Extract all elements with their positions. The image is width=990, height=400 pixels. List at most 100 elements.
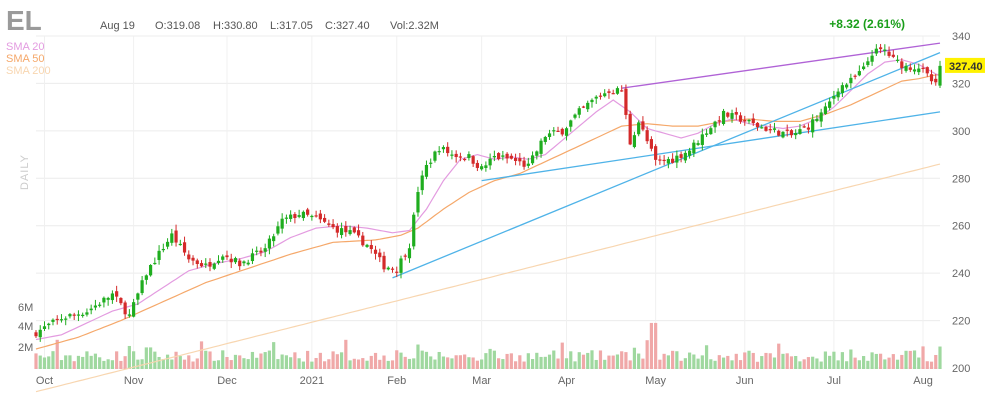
price-tick-label: 220 xyxy=(952,316,970,328)
volume-bar xyxy=(255,357,259,369)
candle-body xyxy=(823,106,828,114)
candle-body xyxy=(883,49,887,52)
candle-body xyxy=(573,114,577,118)
candle-body xyxy=(692,142,696,154)
candle-body xyxy=(603,93,607,97)
candle-body xyxy=(734,112,738,115)
candle-body xyxy=(641,121,645,130)
volume-bar xyxy=(297,358,301,369)
candle-body xyxy=(98,304,102,306)
volume-bar xyxy=(488,348,492,369)
volume-bar xyxy=(471,357,475,369)
volume-bar xyxy=(132,351,136,369)
volume-bar xyxy=(645,340,649,369)
volume-bar xyxy=(917,357,921,369)
volume-bar xyxy=(840,352,844,369)
candle-body xyxy=(208,262,212,267)
candle-body xyxy=(721,110,726,124)
volume-bar xyxy=(777,343,781,369)
volume-bar xyxy=(386,360,390,369)
volume-bar xyxy=(696,358,700,369)
volume-bar xyxy=(912,350,917,369)
candle-body xyxy=(246,262,250,265)
trendline-blue xyxy=(392,51,941,279)
volume-bar xyxy=(845,361,849,369)
candle-body xyxy=(552,130,556,132)
volume-bar xyxy=(624,352,628,369)
volume-bar xyxy=(446,357,450,369)
volume-bar xyxy=(399,352,403,369)
trendline-purple xyxy=(621,42,941,89)
candle-body xyxy=(212,263,216,269)
candle-body xyxy=(874,48,878,54)
candle-body xyxy=(221,256,225,260)
candle-body xyxy=(912,69,917,72)
volume-tick-label: 2M xyxy=(18,342,33,354)
candle-body xyxy=(904,65,908,71)
volume-bar xyxy=(671,350,675,369)
candle-body xyxy=(866,61,870,66)
candle-body xyxy=(127,314,131,316)
candle-body xyxy=(174,230,178,243)
candle-body xyxy=(832,95,836,99)
price-tick-label: 340 xyxy=(952,31,970,43)
volume-bar xyxy=(632,347,637,369)
volume-bar xyxy=(93,353,98,369)
candle-body xyxy=(170,233,174,243)
volume-bar xyxy=(654,322,658,369)
moving-averages xyxy=(35,59,941,393)
candle-body xyxy=(772,128,777,130)
volume-value: Vol:2.32M xyxy=(390,20,439,32)
candle-body xyxy=(560,128,564,135)
candle-body xyxy=(339,228,344,236)
candle-body xyxy=(700,134,704,145)
candle-body xyxy=(539,140,543,154)
date-axis: Oct Nov Dec 2021 Feb Mar Apr May Jun Jul Aug xyxy=(36,375,933,387)
volume-bar xyxy=(174,351,178,369)
candle-body xyxy=(314,215,318,217)
date-tick-label: Aug xyxy=(913,375,933,387)
candle-body xyxy=(497,153,501,160)
candle-body xyxy=(310,215,314,218)
candle-body xyxy=(187,254,191,260)
candle-body xyxy=(373,249,378,254)
candle-body xyxy=(615,88,620,94)
candle-body xyxy=(132,302,136,317)
candle-body xyxy=(191,257,195,261)
candle-body xyxy=(327,223,331,225)
candle-body xyxy=(679,154,683,158)
volume-bar xyxy=(768,353,772,369)
volume-bar xyxy=(191,361,195,369)
candle-body xyxy=(480,166,484,170)
candle-body xyxy=(34,332,38,337)
date-tick-label: Jul xyxy=(827,375,841,387)
candle-body xyxy=(233,258,238,263)
low-value: L:317.05 xyxy=(270,20,313,32)
candle-body xyxy=(798,129,802,134)
volume-bar xyxy=(204,350,208,369)
candle-body xyxy=(577,108,581,115)
candle-body xyxy=(530,155,535,164)
candle-body xyxy=(726,112,730,117)
volume-bar xyxy=(115,351,119,369)
candle-body xyxy=(671,158,675,163)
candle-body xyxy=(178,243,182,246)
volume-bar xyxy=(55,339,59,369)
volume-bar xyxy=(42,357,47,369)
volume-bar xyxy=(798,361,802,369)
volume-bar xyxy=(539,356,543,369)
volume-bar xyxy=(760,356,764,369)
candle-body xyxy=(547,133,552,137)
volume-bar xyxy=(475,360,479,369)
volume-bar xyxy=(424,351,429,369)
volume-bar xyxy=(683,358,687,369)
legend-sma50: SMA 50 xyxy=(6,53,45,65)
volume-bar xyxy=(501,359,505,369)
volume-bar xyxy=(637,353,641,369)
date-tick-label: Apr xyxy=(558,375,575,387)
volume-bar xyxy=(157,356,161,369)
volume-bar xyxy=(573,361,577,369)
volume-bar xyxy=(874,353,878,369)
candle-body xyxy=(225,255,229,258)
